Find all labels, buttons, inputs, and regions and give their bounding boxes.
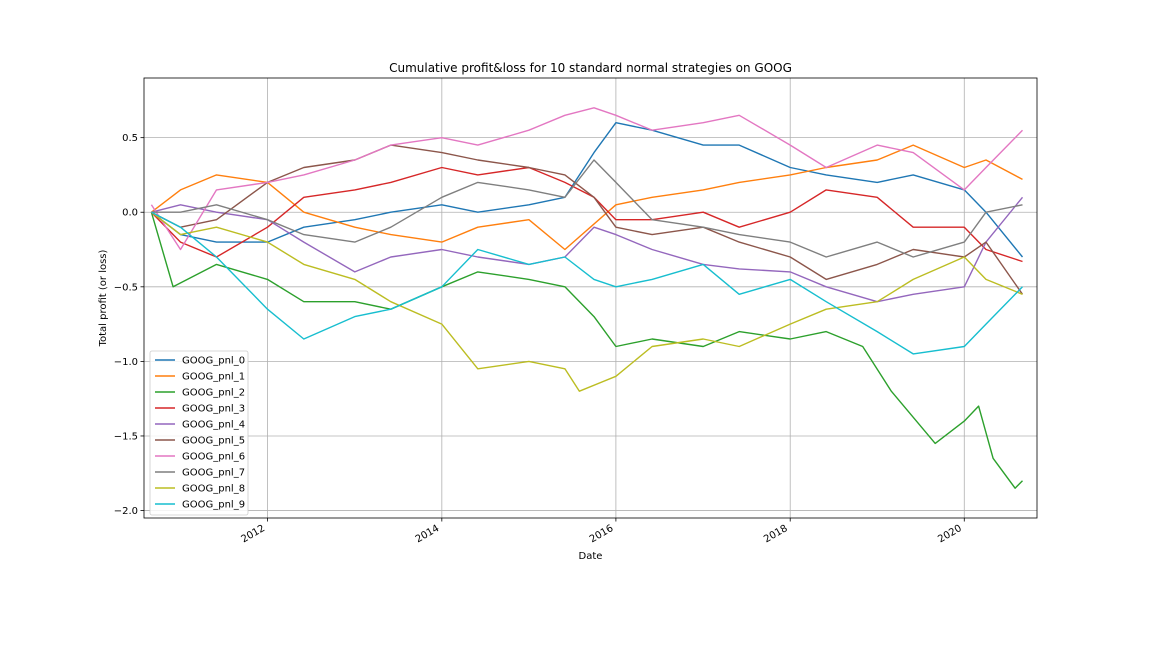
legend-label-8: GOOG_pnl_8 [182, 484, 245, 495]
y-tick-label: −1.0 [114, 357, 138, 368]
series-line-0 [150, 121, 1024, 258]
y-axis-label: Total profit (or loss) [98, 249, 109, 347]
y-tick-label: −0.5 [114, 282, 138, 293]
legend-label-9: GOOG_pnl_9 [182, 500, 245, 511]
y-tick-label: −1.5 [114, 431, 138, 442]
legend-label-5: GOOG_pnl_5 [182, 436, 245, 447]
y-axis-ticks: 0.5 0.0 −0.5 −1.0 −1.5 −2.0 [114, 133, 144, 517]
legend-label-1: GOOG_pnl_1 [182, 372, 245, 383]
y-tick-label: −2.0 [114, 506, 138, 517]
legend-label-0: GOOG_pnl_0 [182, 356, 245, 367]
series-line-2 [150, 212, 1023, 489]
x-tick-label: 2012 [239, 523, 267, 545]
y-tick-label: 0.0 [122, 208, 138, 219]
legend-label-3: GOOG_pnl_3 [182, 404, 245, 415]
chart-title: Cumulative profit&loss for 10 standard n… [389, 61, 792, 75]
x-axis-ticks: 2012 2014 2016 2018 2020 [239, 518, 965, 545]
series-line-1 [150, 144, 1023, 251]
legend-label-2: GOOG_pnl_2 [182, 388, 245, 399]
legend-label-6: GOOG_pnl_6 [182, 452, 245, 463]
legend-label-4: GOOG_pnl_4 [182, 420, 245, 431]
legend-label-7: GOOG_pnl_7 [182, 468, 245, 479]
x-tick-label: 2016 [588, 523, 616, 545]
series-line-7 [151, 159, 1023, 258]
x-tick-label: 2020 [936, 523, 964, 545]
series-lines [150, 107, 1024, 489]
grid [144, 78, 1037, 518]
series-line-9 [151, 211, 1024, 355]
y-tick-label: 0.5 [122, 133, 138, 144]
plot-frame [143, 77, 1038, 519]
x-tick-label: 2018 [762, 523, 790, 545]
series-line-8 [150, 211, 1023, 392]
series-line-5 [151, 144, 1024, 295]
series-line-4 [151, 196, 1024, 303]
x-axis-label: Date [579, 551, 603, 562]
x-tick-label: 2014 [414, 523, 442, 545]
legend: GOOG_pnl_0 GOOG_pnl_1 GOOG_pnl_2 GOOG_pnl_3… [149, 350, 249, 516]
series-line-6 [150, 107, 1024, 251]
